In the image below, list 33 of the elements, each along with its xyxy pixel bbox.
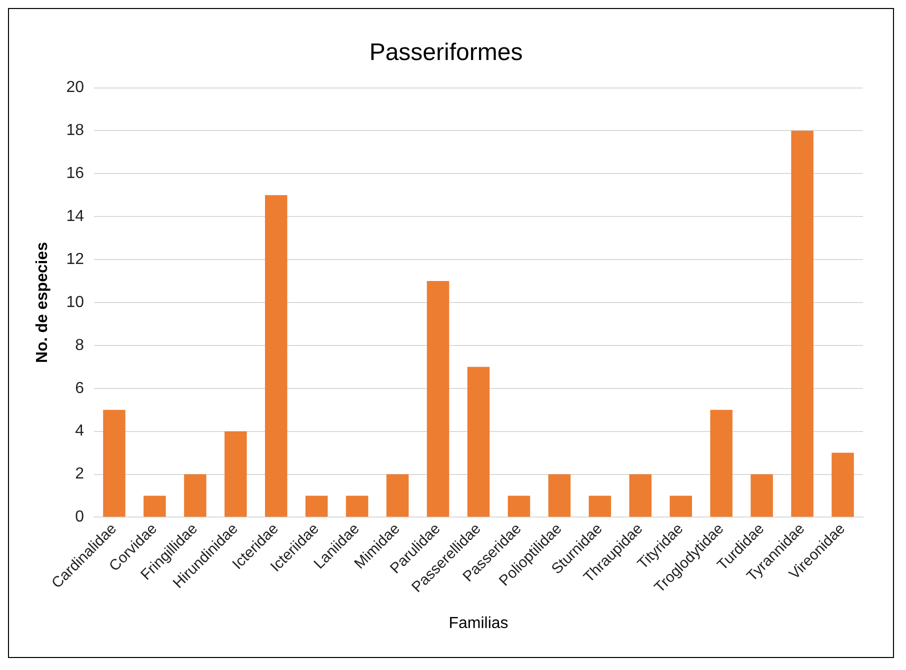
bar — [467, 366, 490, 517]
bar — [588, 496, 612, 517]
bar — [224, 431, 247, 517]
bar — [548, 474, 571, 517]
bar — [144, 496, 166, 517]
bar — [184, 474, 206, 517]
y-tick-label: 4 — [75, 422, 84, 440]
y-tick-label: 10 — [66, 294, 84, 311]
bar — [750, 474, 773, 517]
bar — [346, 496, 368, 517]
bar — [265, 195, 288, 517]
chart-title: Passeriformes — [369, 39, 523, 66]
bar — [832, 452, 854, 517]
y-tick-label: 14 — [66, 208, 84, 226]
bar — [710, 410, 732, 517]
bar — [791, 130, 814, 517]
y-tick-label: 12 — [66, 250, 84, 268]
x-axis-title: Familias — [448, 614, 508, 632]
y-tick-label: 16 — [66, 165, 84, 182]
y-tick-label: 2 — [75, 466, 84, 483]
bar — [386, 474, 409, 517]
y-tick-label: 6 — [75, 380, 84, 397]
bar — [670, 496, 692, 517]
bar — [629, 474, 652, 517]
bar — [508, 496, 530, 517]
bar — [305, 496, 328, 517]
bar — [426, 281, 450, 517]
y-tick-label: 8 — [75, 336, 84, 354]
y-tick-label: 18 — [66, 122, 84, 140]
y-tick-label: 0 — [75, 508, 84, 526]
y-tick-label: 20 — [66, 79, 84, 96]
y-axis-title: No. de especies — [34, 242, 52, 363]
bar — [103, 410, 126, 517]
